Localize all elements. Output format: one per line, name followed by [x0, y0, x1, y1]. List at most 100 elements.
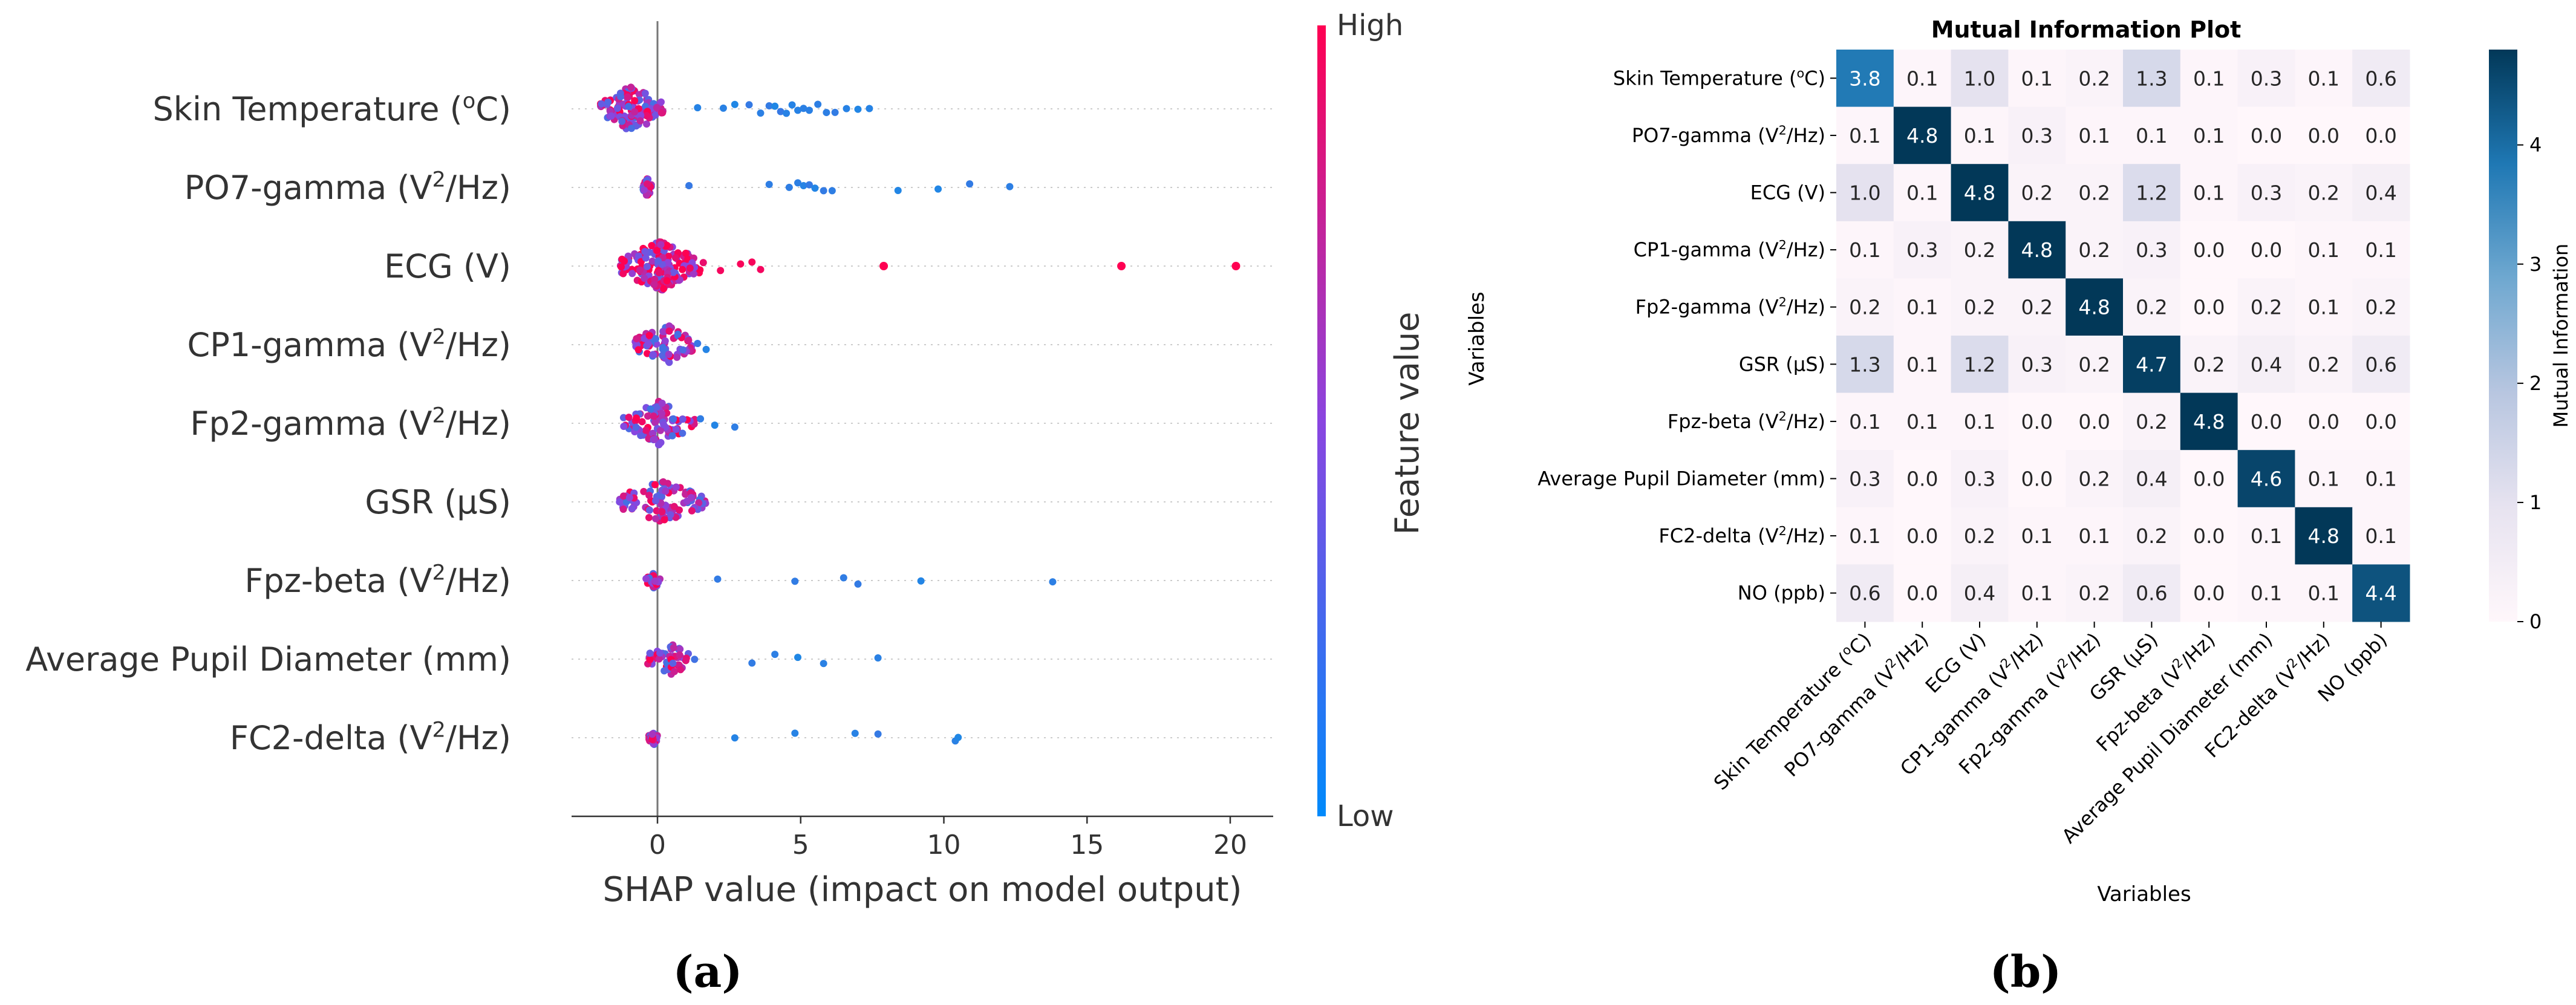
- shap-point: [682, 490, 690, 498]
- heatmap-value: 0.2: [2193, 353, 2225, 376]
- heatmap-cell: [1951, 336, 2009, 394]
- feature-label: PO7-gamma (V2/Hz): [184, 167, 511, 207]
- shap-point: [667, 511, 674, 519]
- shap-point: [673, 353, 681, 361]
- heatmap-value: 0.2: [2365, 296, 2396, 319]
- shap-point: [840, 574, 847, 582]
- heatmap-row-label: Fpz-beta (V2/Hz): [1668, 409, 1825, 433]
- heatmap-cell: [2008, 50, 2066, 108]
- heatmap-value: 0.2: [2078, 67, 2110, 90]
- heatmap-value: 0.2: [2021, 296, 2053, 319]
- shap-point: [624, 93, 631, 101]
- heatmap-cell: [1951, 450, 2009, 508]
- heatmap-cell: [2066, 392, 2124, 450]
- panel-b-caption: (b): [1990, 946, 2061, 997]
- heatmap-cell: [2352, 50, 2410, 108]
- shap-point: [642, 426, 650, 434]
- heatmap-value: 4.8: [1964, 181, 1995, 205]
- shap-point: [651, 497, 659, 505]
- shap-point: [635, 252, 643, 260]
- shap-point: [665, 351, 673, 359]
- heatmap-cell: [1836, 50, 1894, 108]
- shap-point: [668, 432, 676, 440]
- heatmap-cells: [1836, 50, 2410, 622]
- shap-point: [619, 270, 627, 278]
- shap-point: [894, 186, 902, 194]
- shap-point: [643, 262, 651, 270]
- shap-point: [650, 281, 658, 288]
- shap-point: [676, 651, 683, 659]
- shap-point: [642, 254, 650, 262]
- shap-point: [624, 252, 632, 260]
- heatmap-cell: [1893, 450, 1952, 508]
- shap-point: [659, 343, 667, 351]
- heatmap-column-labels: Skin Temperature (oC)PO7-gamma (V2/Hz)EC…: [1709, 622, 2392, 848]
- shap-point: [665, 359, 673, 366]
- heatmap-value: 0.4: [2136, 467, 2167, 491]
- heatmap-cell: [1836, 164, 1894, 222]
- heatmap-cell: [2123, 336, 2181, 394]
- shap-point: [765, 180, 773, 188]
- colorbar-tick-label: 1: [2529, 491, 2542, 514]
- heatmap-value: 0.2: [2251, 296, 2282, 319]
- heatmap-cell: [2237, 221, 2295, 279]
- shap-point: [660, 516, 668, 524]
- heatmap-value: 0.0: [2365, 410, 2396, 434]
- shap-point: [647, 405, 654, 413]
- x-axis-label: SHAP value (impact on model output): [603, 870, 1242, 909]
- shap-point: [643, 120, 651, 128]
- heatmap-row-labels: Skin Temperature (oC) PO7-gamma (V2/Hz) EC…: [1537, 66, 1836, 605]
- heatmap-cell: [2123, 164, 2181, 222]
- shap-point: [648, 730, 656, 738]
- shap-point: [679, 415, 686, 423]
- shap-point: [631, 97, 639, 105]
- shap-point: [641, 89, 649, 97]
- shap-point: [671, 668, 679, 675]
- colorbar-high-label: High: [1337, 8, 1403, 42]
- shap-point: [663, 277, 671, 285]
- shap-points: [596, 83, 1241, 748]
- shap-point: [805, 106, 813, 114]
- shap-point: [699, 259, 707, 267]
- colorbar-title: Feature value: [1388, 312, 1426, 535]
- shap-point: [618, 263, 625, 271]
- heatmap-cell: [2237, 106, 2295, 164]
- shap-point: [685, 182, 693, 190]
- heatmap-value: 0.2: [2308, 181, 2340, 205]
- shap-point: [644, 180, 651, 188]
- heatmap-value: 0.0: [2193, 524, 2225, 548]
- shap-point: [652, 515, 660, 522]
- mutual-information-heatmap-panel: Mutual Information Plot 3.8 0.1 1.0 0.1 0.2 1…: [1465, 16, 2572, 997]
- heatmap-cell: [1893, 564, 1952, 622]
- x-tick-label: 10: [927, 830, 961, 860]
- heatmap-cell: [2352, 221, 2410, 279]
- shap-point: [644, 412, 652, 420]
- heatmap-value: 0.1: [2193, 181, 2225, 205]
- heatmap-row-label: CP1-gamma (V2/Hz): [1634, 238, 1825, 261]
- heatmap-value: 1.3: [2136, 67, 2167, 90]
- heatmap-cell: [1893, 50, 1952, 108]
- heatmap-cell: [2123, 50, 2181, 108]
- shap-point: [665, 327, 673, 335]
- heatmap-value: 4.8: [2021, 238, 2053, 262]
- heatmap-value: 0.4: [1964, 582, 1995, 605]
- shap-point: [966, 180, 974, 188]
- shap-point: [643, 112, 651, 120]
- shap-point: [634, 346, 642, 354]
- heatmap-cell: [2008, 392, 2066, 450]
- heatmap-value: 0.3: [2136, 238, 2167, 262]
- shap-point: [613, 105, 621, 112]
- heatmap-value: 0.3: [1964, 467, 1995, 491]
- heatmap-value: 0.1: [2136, 124, 2167, 148]
- heatmap-cell: [1836, 336, 1894, 394]
- heatmap-value: 0.4: [2365, 181, 2396, 205]
- shap-point: [653, 104, 660, 112]
- heatmap-row-label: GSR (µS): [1739, 353, 1825, 376]
- shap-point: [748, 659, 756, 667]
- heatmap-cell: [2295, 336, 2353, 394]
- shap-point: [785, 183, 793, 191]
- heatmap-value: 0.0: [2251, 124, 2282, 148]
- shap-point: [617, 93, 625, 100]
- heatmap-cell: [2066, 106, 2124, 164]
- shap-point: [656, 426, 664, 434]
